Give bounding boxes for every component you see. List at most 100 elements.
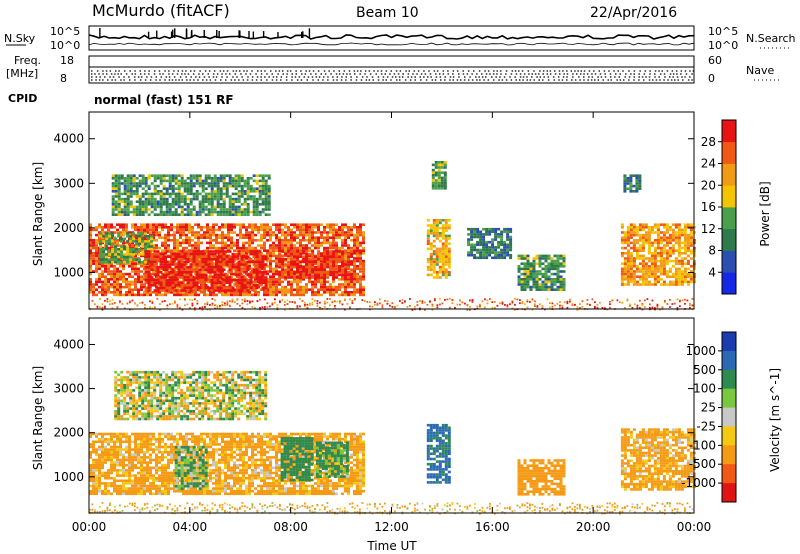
heatmap-cell: [201, 197, 205, 201]
heatmap-cell: [659, 259, 663, 263]
heatmap-cell: [261, 203, 265, 206]
heatmap-cell: [171, 179, 175, 183]
heatmap-cell: [556, 265, 560, 268]
heatmap-cell: [671, 280, 675, 284]
heatmap-cell: [344, 265, 348, 269]
heatmap-cell: [362, 272, 365, 276]
heatmap-cell: [111, 197, 115, 201]
heatmap-cell: [171, 278, 175, 282]
heatmap-cell: [320, 236, 323, 239]
heatmap-cell: [161, 300, 164, 303]
heatmap-cell: [195, 263, 199, 266]
heatmap-cell: [182, 226, 185, 229]
heatmap-cell: [114, 237, 118, 241]
noise-panel: N.Sky 10^5 10^0 10^5 10^0 N.Search: [4, 25, 796, 52]
heatmap-cell: [192, 276, 196, 279]
heatmap-cell: [547, 288, 551, 291]
heatmap-cell: [216, 203, 220, 206]
heatmap-cell: [246, 255, 250, 258]
heatmap-cell: [225, 213, 229, 216]
heatmap-cell: [257, 228, 260, 232]
heatmap-cell: [168, 195, 172, 198]
heatmap-cell: [320, 241, 323, 245]
heatmap-cell: [101, 303, 104, 305]
heatmap-cell: [188, 226, 191, 229]
heatmap-cell: [650, 244, 654, 247]
heatmap-cell: [261, 306, 264, 309]
heatmap-cell: [441, 258, 445, 261]
heatmap-cell: [221, 236, 224, 239]
heatmap-cell: [350, 273, 354, 277]
heatmap-cell: [215, 262, 218, 265]
heatmap-cell: [491, 243, 495, 247]
heatmap-cell: [192, 205, 196, 209]
heatmap-cell: [207, 286, 211, 290]
heatmap-cell: [134, 228, 137, 232]
heatmap-cell: [272, 272, 275, 276]
heatmap-cell: [113, 278, 116, 281]
heatmap-cell: [503, 256, 507, 260]
heatmap-cell: [674, 270, 678, 273]
heatmap-cell: [192, 208, 196, 211]
heatmap-cell: [267, 208, 271, 211]
heatmap-cell: [222, 200, 226, 203]
heatmap-cell: [197, 226, 200, 229]
heatmap-cell: [308, 265, 312, 269]
heatmap-cell: [144, 271, 148, 274]
heatmap-cell: [497, 251, 501, 254]
heatmap-cell: [131, 280, 134, 284]
heatmap-cell: [224, 226, 227, 229]
heatmap-cell: [623, 190, 627, 193]
heatmap-cell: [629, 241, 633, 245]
heatmap-cell: [281, 293, 284, 297]
heatmap-cell: [189, 268, 193, 271]
heatmap-cell: [149, 231, 152, 234]
heatmap-cell: [102, 258, 106, 261]
heatmap-cell: [212, 231, 215, 234]
heatmap-cell: [128, 291, 131, 294]
heatmap-cell: [529, 265, 533, 268]
heatmap-cell: [186, 187, 190, 190]
heatmap-cell: [189, 208, 193, 211]
heatmap-cell: [219, 268, 223, 271]
heatmap-cell: [686, 241, 690, 245]
heatmap-cell: [111, 258, 115, 261]
heatmap-cell: [306, 303, 309, 306]
heatmap-cell: [267, 213, 271, 216]
heatmap-cell: [299, 288, 302, 291]
heatmap-cell: [476, 243, 480, 247]
heatmap-cell: [189, 250, 193, 253]
heatmap-cell: [203, 288, 206, 291]
heatmap-cell: [162, 281, 166, 284]
heatmap-cell: [638, 228, 642, 232]
heatmap-cell: [231, 300, 234, 303]
heatmap-cell: [344, 250, 348, 253]
heatmap-cell: [225, 195, 229, 198]
heatmap-cell: [350, 270, 353, 273]
heatmap-cell: [123, 258, 127, 261]
heatmap-cell: [243, 278, 247, 282]
heatmap-cell: [176, 303, 179, 306]
heatmap-cell: [154, 306, 156, 309]
heatmap-cell: [562, 283, 566, 286]
heatmap-cell: [138, 184, 142, 188]
heatmap-cell: [206, 231, 209, 234]
heatmap-cell: [538, 272, 542, 276]
heatmap-cell: [194, 241, 197, 245]
heatmap-cell: [632, 259, 636, 263]
heatmap-cell: [210, 203, 214, 206]
heatmap-cell: [120, 192, 124, 196]
heatmap-cell: [620, 262, 624, 265]
heatmap-cell: [293, 226, 296, 229]
heatmap-cell: [156, 273, 160, 277]
heatmap-cell: [198, 260, 202, 264]
heatmap-cell: [246, 268, 250, 271]
heatmap-cell: [174, 192, 178, 196]
heatmap-cell: [168, 263, 172, 266]
heatmap-cell: [623, 259, 627, 263]
heatmap-cell: [553, 288, 557, 291]
heatmap-cell: [188, 231, 191, 234]
heatmap-cell: [305, 259, 308, 263]
heatmap-cell: [219, 203, 223, 206]
heatmap-cell: [210, 187, 214, 190]
